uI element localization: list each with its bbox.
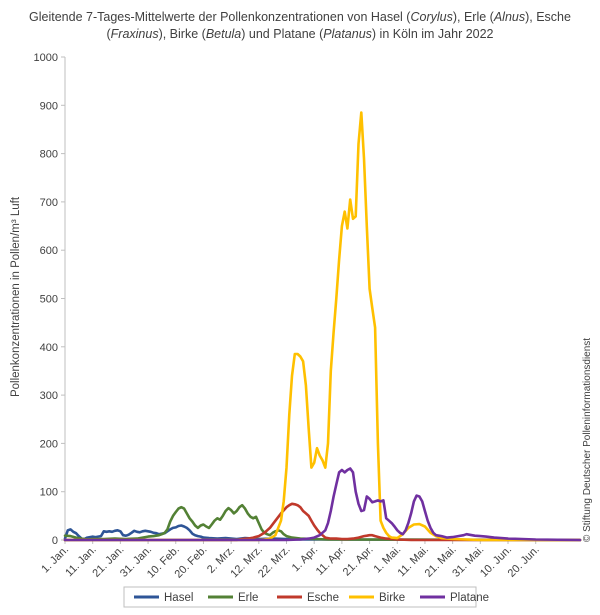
y-tick-label: 800: [40, 149, 58, 161]
legend-label: Birke: [379, 592, 405, 604]
title-segment: Fraxinus: [111, 27, 159, 41]
legend-item-esche[interactable]: Esche: [277, 592, 339, 604]
title-segment: Betula: [206, 27, 241, 41]
title-segment: ), Birke (: [159, 27, 207, 41]
y-tick-label: 200: [40, 438, 58, 450]
series-line-hasel: [63, 524, 582, 542]
title-segment: ), Esche: [525, 10, 571, 24]
series-lines: [63, 111, 582, 542]
y-tick-label: 400: [40, 342, 58, 354]
title-segment: Alnus: [493, 10, 525, 24]
y-axis-title: Pollenkonzentrationen in Pollen/m³ Luft: [10, 196, 22, 397]
title-line-2: (Fraxinus), Birke (Betula) und Platane (…: [106, 27, 493, 41]
y-tick-label: 900: [40, 100, 58, 112]
y-tick-label: 0: [52, 535, 58, 547]
legend-label: Erle: [238, 592, 258, 604]
title-segment: Platanus: [323, 27, 372, 41]
title-segment: ), Erle (: [453, 10, 495, 24]
legend-item-platane[interactable]: Platane: [420, 592, 489, 604]
legend-label: Esche: [307, 592, 339, 604]
legend-label: Hasel: [164, 592, 193, 604]
title-segment: ) und Platane (: [241, 27, 324, 41]
series-line-erle: [63, 503, 582, 542]
y-axis: 0 100 200 300 400 500 600 700 800 900 1000: [34, 52, 66, 547]
legend-label: Platane: [450, 592, 489, 604]
series-line-platane: [63, 467, 582, 542]
title-segment: Corylus: [410, 10, 452, 24]
legend-item-hasel[interactable]: Hasel: [134, 592, 193, 604]
title-segment: (: [106, 27, 111, 41]
x-tick-label: 21. Apr.: [341, 544, 376, 579]
y-tick-label: 1000: [34, 52, 58, 64]
copyright-notice: © Stiftung Deutscher Polleninformationsd…: [582, 338, 593, 542]
series-line-esche: [63, 502, 582, 542]
title-line-1: Gleitende 7-Tages-Mittelwerte der Pollen…: [29, 10, 571, 24]
y-tick-label: 300: [40, 390, 58, 402]
x-tick-label: 20. Jun.: [506, 544, 542, 580]
y-tick-label: 500: [40, 294, 58, 306]
title-segment: Gleitende 7-Tages-Mittelwerte der Pollen…: [29, 10, 411, 24]
title-segment: ) in Köln im Jahr 2022: [372, 27, 494, 41]
legend-item-erle[interactable]: Erle: [208, 592, 258, 604]
legend-item-birke[interactable]: Birke: [349, 592, 405, 604]
chart-title: Gleitende 7-Tages-Mittelwerte der Pollen…: [29, 10, 571, 41]
legend[interactable]: Hasel Erle Esche Birke Platane: [123, 586, 489, 608]
y-tick-label: 600: [40, 245, 58, 257]
y-tick-label: 100: [40, 487, 58, 499]
series-line-birke: [63, 111, 582, 542]
y-tick-label: 700: [40, 197, 58, 209]
x-axis: 1. Jan.11. Jan.21. Jan.31. Jan.10. Feb.2…: [39, 539, 580, 581]
